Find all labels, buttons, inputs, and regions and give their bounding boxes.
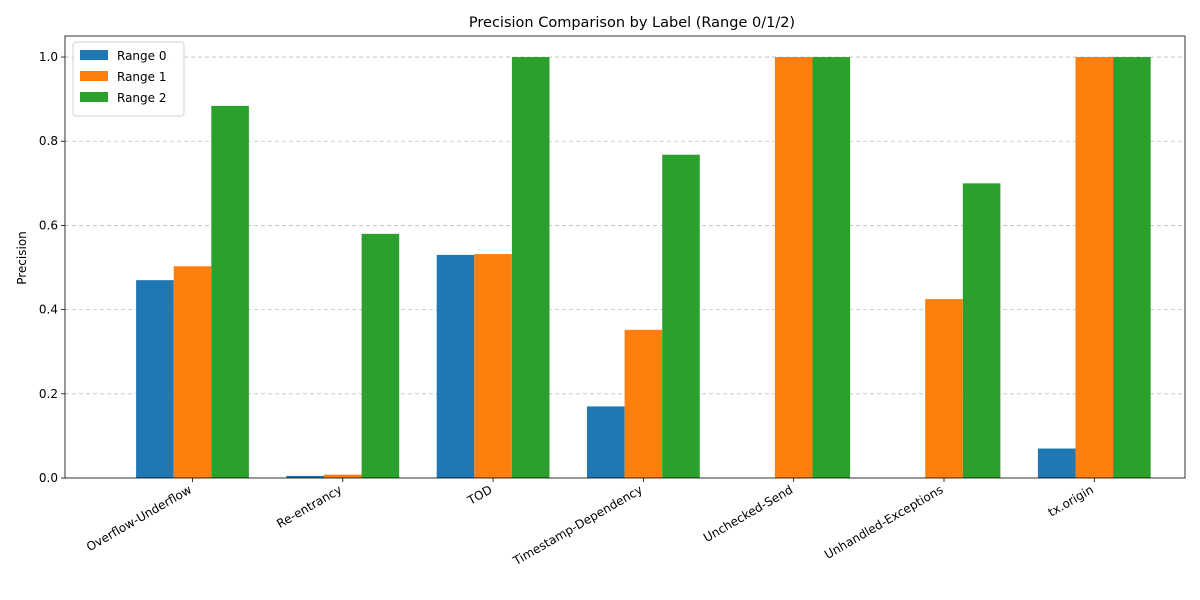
bars <box>136 57 1151 479</box>
y-tick-label: 0.4 <box>39 303 58 317</box>
legend-swatch <box>80 71 108 81</box>
x-tick-label: Overflow-Underflow <box>84 482 194 554</box>
bar-range-1-5 <box>925 299 963 478</box>
bar-range-2-1 <box>361 233 400 478</box>
bar-range-1-2 <box>474 254 512 478</box>
bar-range-2-3 <box>662 154 700 479</box>
y-tick-label: 0.8 <box>39 134 58 148</box>
y-tick-label: 1.0 <box>39 50 58 64</box>
chart-title: Precision Comparison by Label (Range 0/1… <box>469 15 795 31</box>
bar-range-0-3 <box>587 406 625 478</box>
legend-swatch <box>80 50 108 60</box>
y-tick-label: 0.6 <box>39 218 58 232</box>
x-tick-label: Unhandled-Exceptions <box>822 482 946 561</box>
bar-range-2-6 <box>1113 57 1151 479</box>
bar-range-1-1 <box>324 474 362 478</box>
legend: Range 0 Range 1 Range 2 <box>72 41 185 117</box>
y-tick-label: 0.0 <box>39 471 58 485</box>
bar-range-0-2 <box>436 254 475 478</box>
y-tick-label: 0.2 <box>39 387 58 401</box>
bar-range-1-4 <box>774 57 813 479</box>
x-tick-label: Timestamp-Dependency <box>510 482 645 568</box>
bar-range-2-2 <box>511 57 550 479</box>
legend-label: Range 0 <box>117 49 166 63</box>
x-axis-ticks: Overflow-Underflow Re-entrancy TOD Timestam… <box>84 478 1096 569</box>
bar-range-0-0 <box>136 280 174 478</box>
bar-range-1-0 <box>173 266 212 478</box>
x-tick-label: Re-entrancy <box>274 482 344 531</box>
bar-range-1-6 <box>1075 57 1114 479</box>
legend-label: Range 1 <box>117 70 166 84</box>
bar-range-0-1 <box>286 475 324 478</box>
bar-range-1-3 <box>624 329 663 478</box>
legend-swatch <box>80 92 108 102</box>
y-axis-ticks: 0.0 0.2 0.4 0.6 0.8 1.0 <box>39 50 65 485</box>
x-tick-label: tx.origin <box>1046 482 1096 519</box>
bar-range-2-0 <box>211 105 249 478</box>
x-tick-label: TOD <box>464 482 494 508</box>
bar-range-2-4 <box>812 57 851 479</box>
bar-range-2-5 <box>962 183 1001 479</box>
plot-frame <box>64 35 1186 479</box>
bar-range-0-6 <box>1037 448 1076 478</box>
x-tick-label: Unchecked-Send <box>701 482 795 544</box>
legend-label: Range 2 <box>117 91 166 105</box>
y-axis-label: Precision <box>15 231 29 285</box>
